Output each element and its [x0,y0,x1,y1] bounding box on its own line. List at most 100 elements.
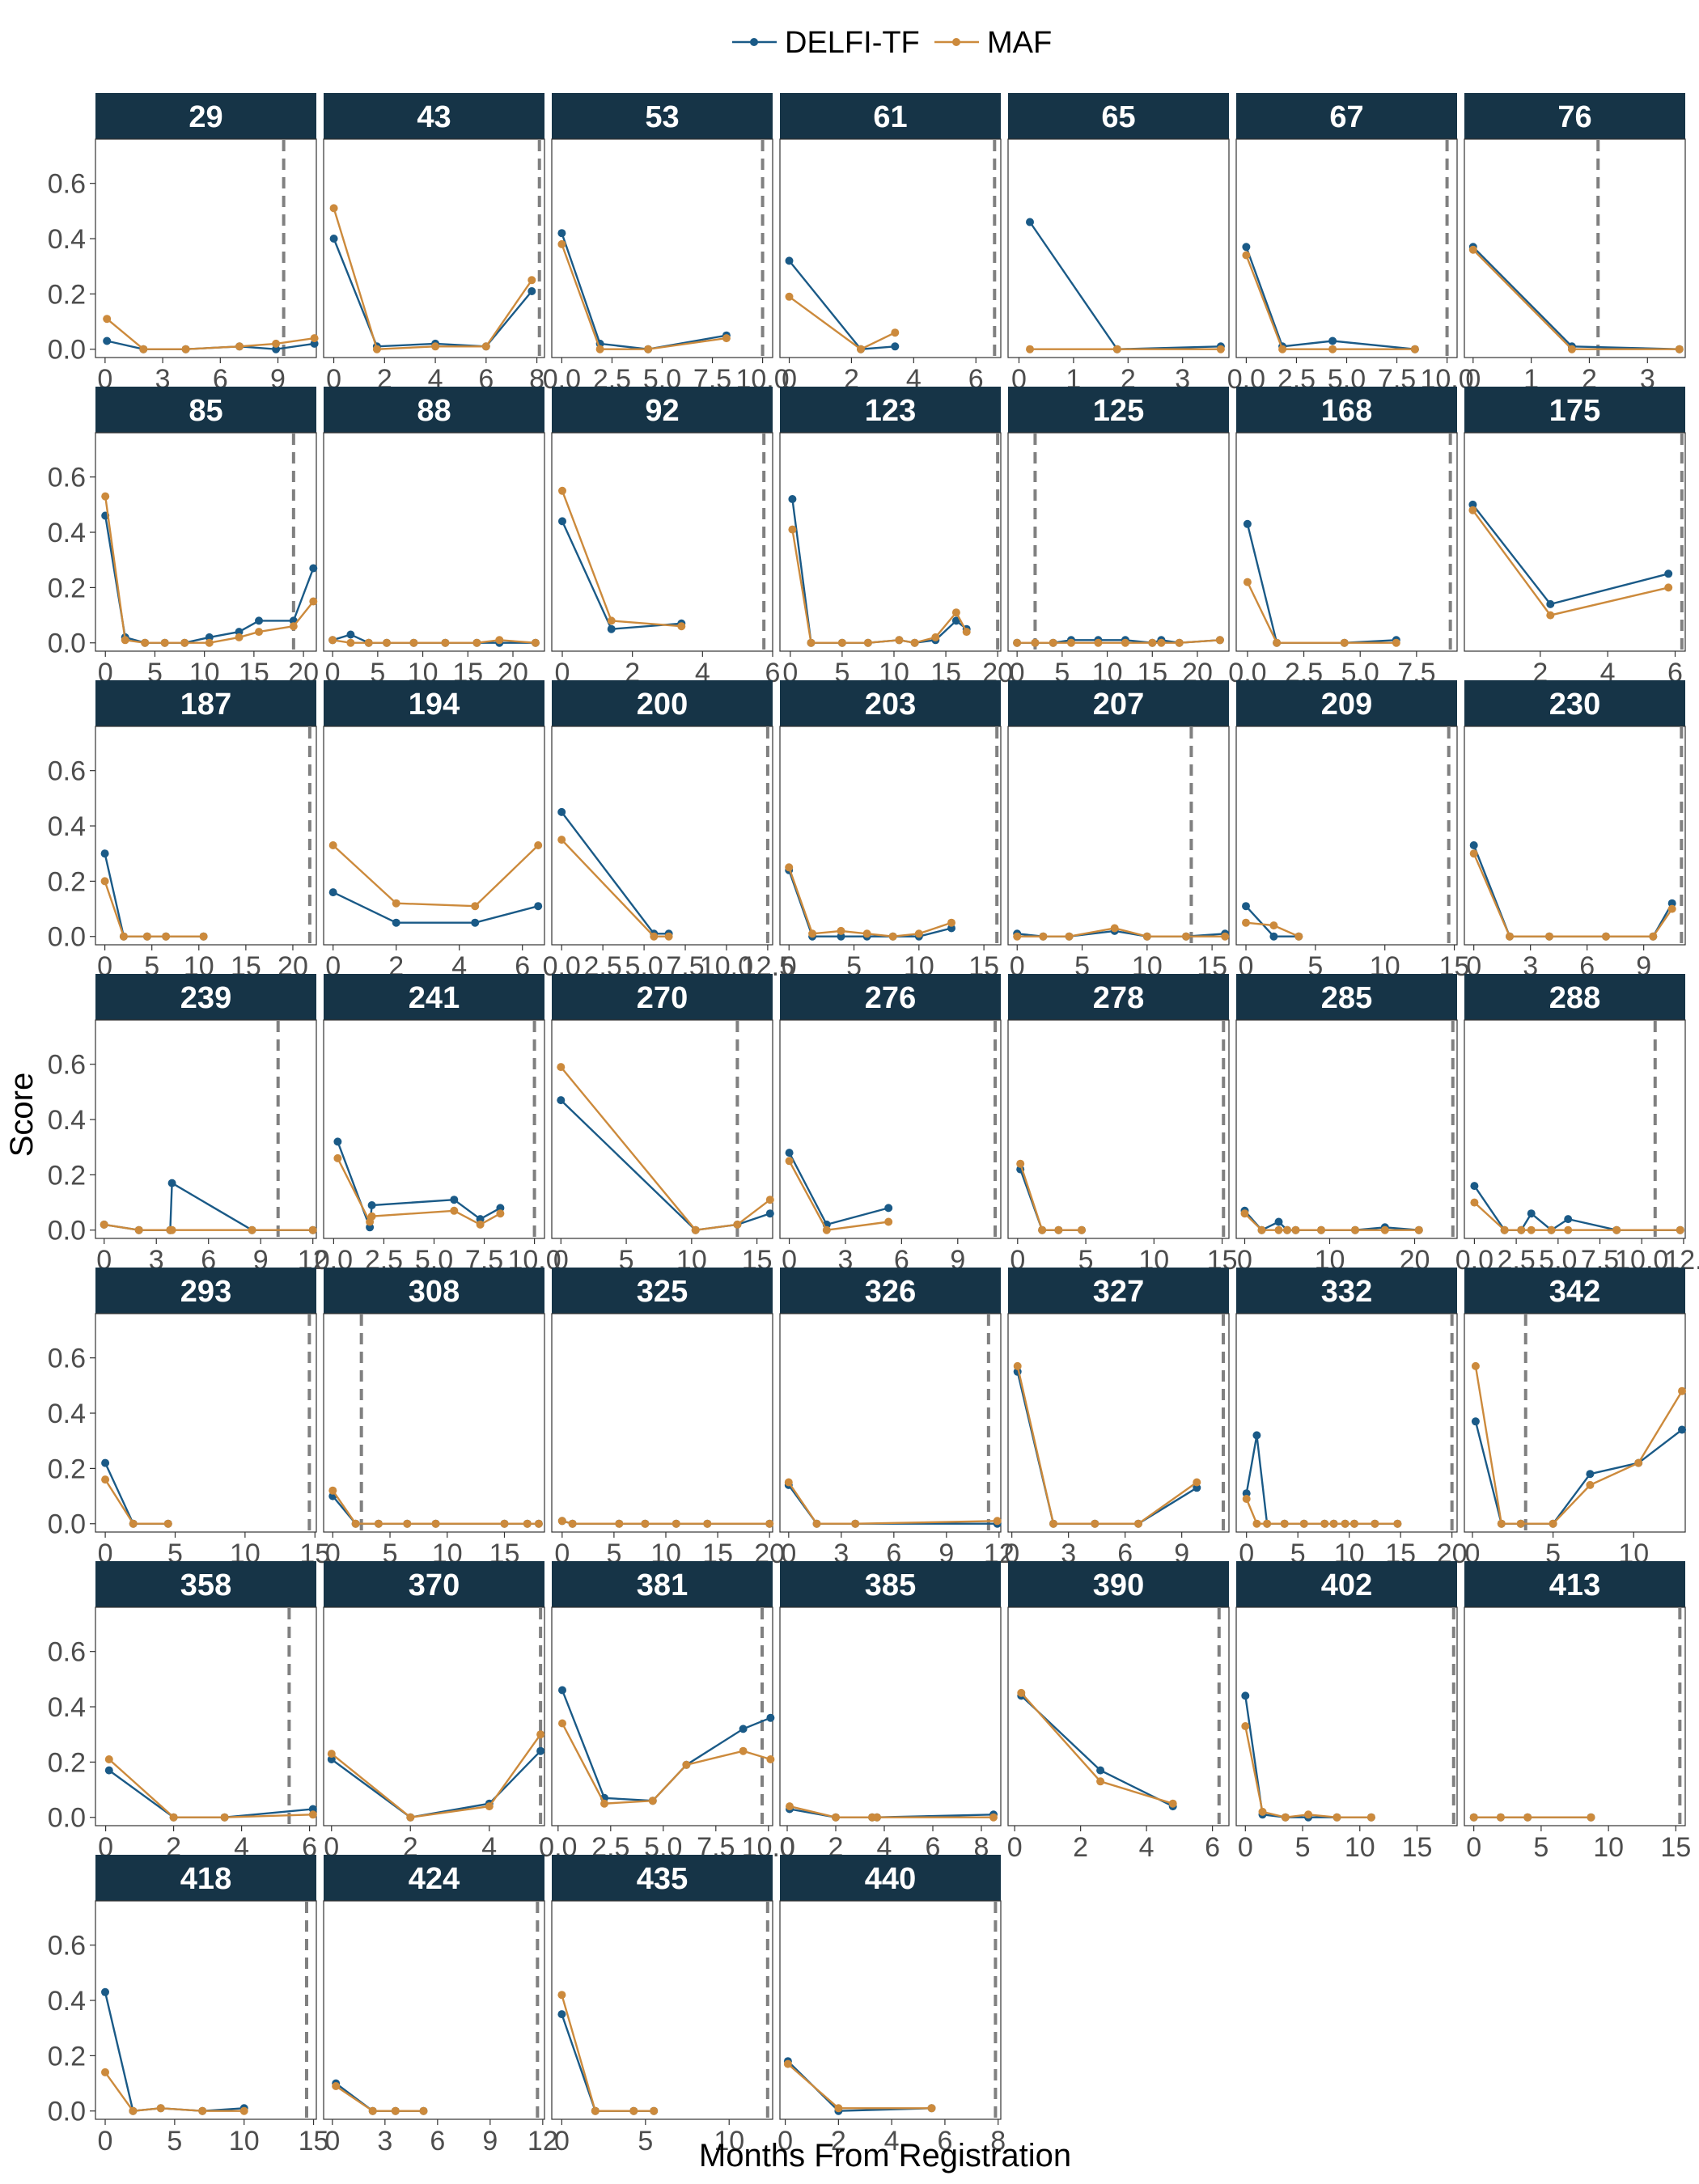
panel-278-plot-area [1007,1019,1230,1239]
panel-67-delfi-tf-line [1245,246,1416,350]
panel-168-maf-point [1243,578,1252,586]
panel-276-delfi-tf-point [884,1204,893,1213]
panel-175-delfi-tf-point [1546,599,1555,608]
panel-207-maf-point [1013,932,1022,941]
panel-241-maf-point [333,1153,342,1162]
panel-85-y-tick-label: 0.0 [48,629,86,659]
panel-288-delfi-tf-point [1470,1182,1479,1191]
panel-342-strip [1464,1268,1685,1314]
panel-203-maf-point [785,863,794,872]
panel-88-maf-point [364,638,373,647]
panel-175-strip [1464,387,1685,433]
panel-308-maf-point [534,1519,543,1528]
panel-168-strip [1236,387,1457,433]
panel-241-delfi-tf-point [333,1137,342,1146]
panel-92-strip [552,387,773,433]
panel-413-x-tick-label: 10 [1593,1832,1624,1863]
panel-61-maf-point [857,345,865,353]
panel-440-x-tick-label: 4 [884,2126,900,2156]
panel-381-strip-label: 381 [637,1568,688,1602]
x-axis-title: Months From Registration [699,2138,1071,2173]
panel-76-strip-label: 76 [1557,100,1591,134]
panel-88-maf-point [472,638,481,647]
panel-88-delfi-tf-point [346,630,355,639]
panel-168-maf-point [1273,638,1282,647]
panel-440-strip [780,1855,1001,1901]
panel-76-maf-point [1675,345,1684,353]
panel-440-strip-label: 440 [865,1862,916,1896]
panel-85-maf-line [104,496,315,644]
panel-308-strip-label: 308 [409,1275,460,1309]
panel-29-plot-area [95,138,317,358]
legend-key-maf-point [952,38,960,46]
panel-308-maf-point [500,1519,509,1528]
panel-402-plot-area [1235,1606,1458,1826]
panel-308-maf-point [328,1486,337,1495]
panel-270-maf-point [765,1196,774,1204]
panel-278-strip [1008,974,1229,1020]
panel-194-delfi-tf-point [328,888,337,897]
panel-125-maf-point [1157,638,1166,647]
panel-230-maf-point [1469,849,1478,858]
panel-230-delfi-tf-point [1469,841,1478,849]
panel-88-maf-point [495,636,504,645]
panel-85-delfi-tf-line [104,515,315,644]
panel-92-maf-point [558,486,566,495]
panel-440: 440 0 2 4 6 8 [777,1855,1006,2156]
panel-402-maf-point [1304,1810,1313,1819]
panel-92: 920 2 4 6 [551,387,780,688]
panel-308-maf-point [374,1519,383,1528]
panel-187-y-tick-label: 0.4 [48,811,86,842]
panel-207-strip [1008,680,1229,726]
panel-53-strip-label: 53 [645,100,679,134]
panel-29-maf-point [139,345,148,353]
panel-370-maf-point [536,1730,545,1739]
panel-67-maf-point [1242,251,1251,260]
y-axis-title: Score [4,1073,40,1158]
panel-327-maf-point [1049,1519,1057,1528]
panel-381-maf-point [558,1719,566,1728]
legend-label-maf: MAF [987,26,1052,60]
panel-88-plot-area [323,432,545,652]
panel-187-plot-area [95,726,317,946]
panel-342-strip-label: 342 [1549,1275,1600,1309]
panel-29-y-tick-label: 0.6 [48,169,86,200]
panel-327-maf-point [1091,1519,1099,1528]
panel-67-maf-point [1328,345,1337,353]
panel-418-maf-point [198,2106,207,2115]
panel-85-maf-point [141,638,150,647]
panel-88-maf-point [346,638,355,647]
panel-385-maf-point [873,1813,881,1822]
panel-187-maf-point [142,932,151,941]
panel-194-delfi-tf-point [471,918,480,927]
panel-207-maf-point [1182,932,1190,941]
panel-285-maf-point [1274,1225,1283,1234]
panel-358-y-tick-label: 0.0 [48,1803,86,1834]
panel-435-maf-point [591,2106,600,2115]
panel-61: 610 2 4 6 [779,93,1002,395]
panel-53-delfi-tf-point [557,229,566,238]
panel-85-strip [95,387,316,433]
panel-381-maf-point [766,1755,775,1763]
panel-88: 880 5 10 15 20 [323,387,545,688]
panel-123-delfi-tf-point [951,616,960,625]
panel-358-maf-point [220,1813,229,1822]
panel-326-maf-line [787,1481,998,1525]
panel-326-plot-area [779,1313,1002,1533]
panel-435-strip [552,1855,773,1901]
panel-370-plot-area [323,1606,545,1826]
panel-194-maf-point [471,902,480,911]
panel-342-maf-point [1549,1519,1557,1528]
panel-325-maf-point [641,1519,650,1528]
panel-123-maf-point [895,636,904,645]
panel-402-strip [1236,1561,1457,1607]
panel-413-x-tick-label: 15 [1660,1832,1691,1863]
panel-424-maf-point [368,2106,377,2115]
panel-123-maf-point [951,608,960,617]
panel-85-maf-point [309,597,318,606]
panel-358-y-tick-label: 0.2 [48,1747,86,1778]
panel-285-maf-point [1351,1225,1359,1234]
